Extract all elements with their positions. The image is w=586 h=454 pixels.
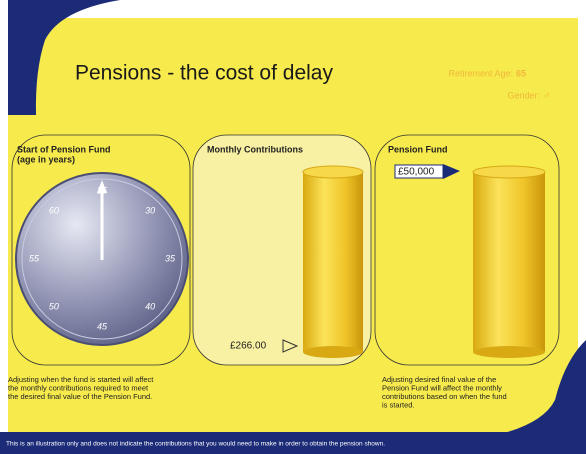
- monthly-amount: £266.00: [230, 341, 267, 352]
- dial-label: 60: [49, 205, 59, 215]
- panel-title: Monthly Contributions: [207, 144, 303, 154]
- description-line: is started.: [382, 400, 415, 409]
- coin-stack: [303, 172, 363, 352]
- panel-subtitle: (age in years): [17, 154, 75, 164]
- coin-top: [473, 166, 545, 178]
- coin-top: [303, 166, 363, 178]
- retirement-label: Retirement Age:: [448, 68, 513, 78]
- panel-title: Pension Fund: [388, 144, 448, 154]
- coin-stack: [473, 172, 545, 352]
- gender-label: Gender:: [507, 90, 540, 100]
- fund-amount[interactable]: £50,000: [398, 167, 435, 178]
- dial-label: 45: [97, 321, 108, 331]
- retirement-value[interactable]: 65: [516, 68, 526, 78]
- footer-note: This is an illustration only and does no…: [6, 441, 385, 448]
- description-line: the desired final value of the Pension F…: [8, 392, 152, 401]
- coin-bottom: [303, 346, 363, 358]
- screen: Pensions - the cost of delay Retirement …: [0, 0, 586, 454]
- dial-label: 35: [165, 253, 176, 263]
- coin-bottom: [473, 346, 545, 358]
- page-title: Pensions - the cost of delay: [75, 62, 333, 85]
- panel-title: Start of Pension Fund: [17, 144, 111, 154]
- dial-hand[interactable]: [101, 190, 104, 260]
- dial-label: 50: [49, 301, 59, 311]
- gender-value[interactable]: ♂: [543, 91, 551, 102]
- dial-label: 30: [145, 205, 155, 215]
- dial-label: 40: [145, 301, 155, 311]
- dial-label: 55: [29, 253, 40, 263]
